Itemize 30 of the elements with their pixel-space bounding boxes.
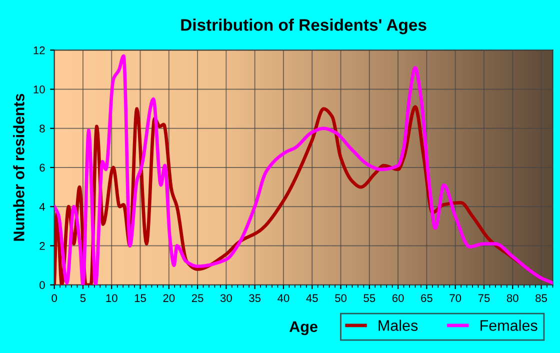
legend-label: Males [378, 320, 418, 331]
x-tick-label: 55 [364, 294, 376, 302]
y-tick-label: 8 [40, 124, 45, 133]
x-tick-label: 20 [163, 294, 175, 302]
y-tick-label: 6 [40, 164, 45, 172]
x-tick-label: 50 [335, 294, 346, 302]
y-tick-label: 2 [40, 242, 45, 250]
x-tick-label: 60 [392, 294, 404, 302]
legend-label: Females [480, 320, 538, 331]
x-tick-label: 10 [106, 294, 118, 302]
x-tick-label: 65 [421, 294, 432, 302]
y-tick-label: 0 [40, 281, 45, 290]
x-tick-label: 80 [506, 294, 518, 302]
x-tick-label: 40 [278, 294, 290, 302]
y-tick-label: 10 [34, 86, 45, 94]
x-tick-label: 5 [80, 294, 86, 302]
x-axis-title: Age [289, 321, 318, 336]
x-tick-label: 70 [450, 294, 462, 302]
x-tick-label: 75 [478, 294, 490, 302]
x-tick-label: 45 [306, 294, 318, 302]
y-tick-label: 4 [39, 203, 45, 211]
x-tick-label: 85 [536, 294, 547, 302]
chart-title: Distribution of Residents' Ages [181, 18, 426, 34]
x-tick-label: 0 [52, 294, 57, 302]
x-tick-label: 25 [192, 294, 204, 302]
x-tick-label: 15 [134, 294, 146, 302]
y-tick-label: 12 [34, 46, 45, 54]
x-tick-label: 35 [249, 294, 261, 302]
y-axis-title: Number of residents [13, 94, 24, 241]
x-tick-label: 30 [220, 294, 232, 302]
